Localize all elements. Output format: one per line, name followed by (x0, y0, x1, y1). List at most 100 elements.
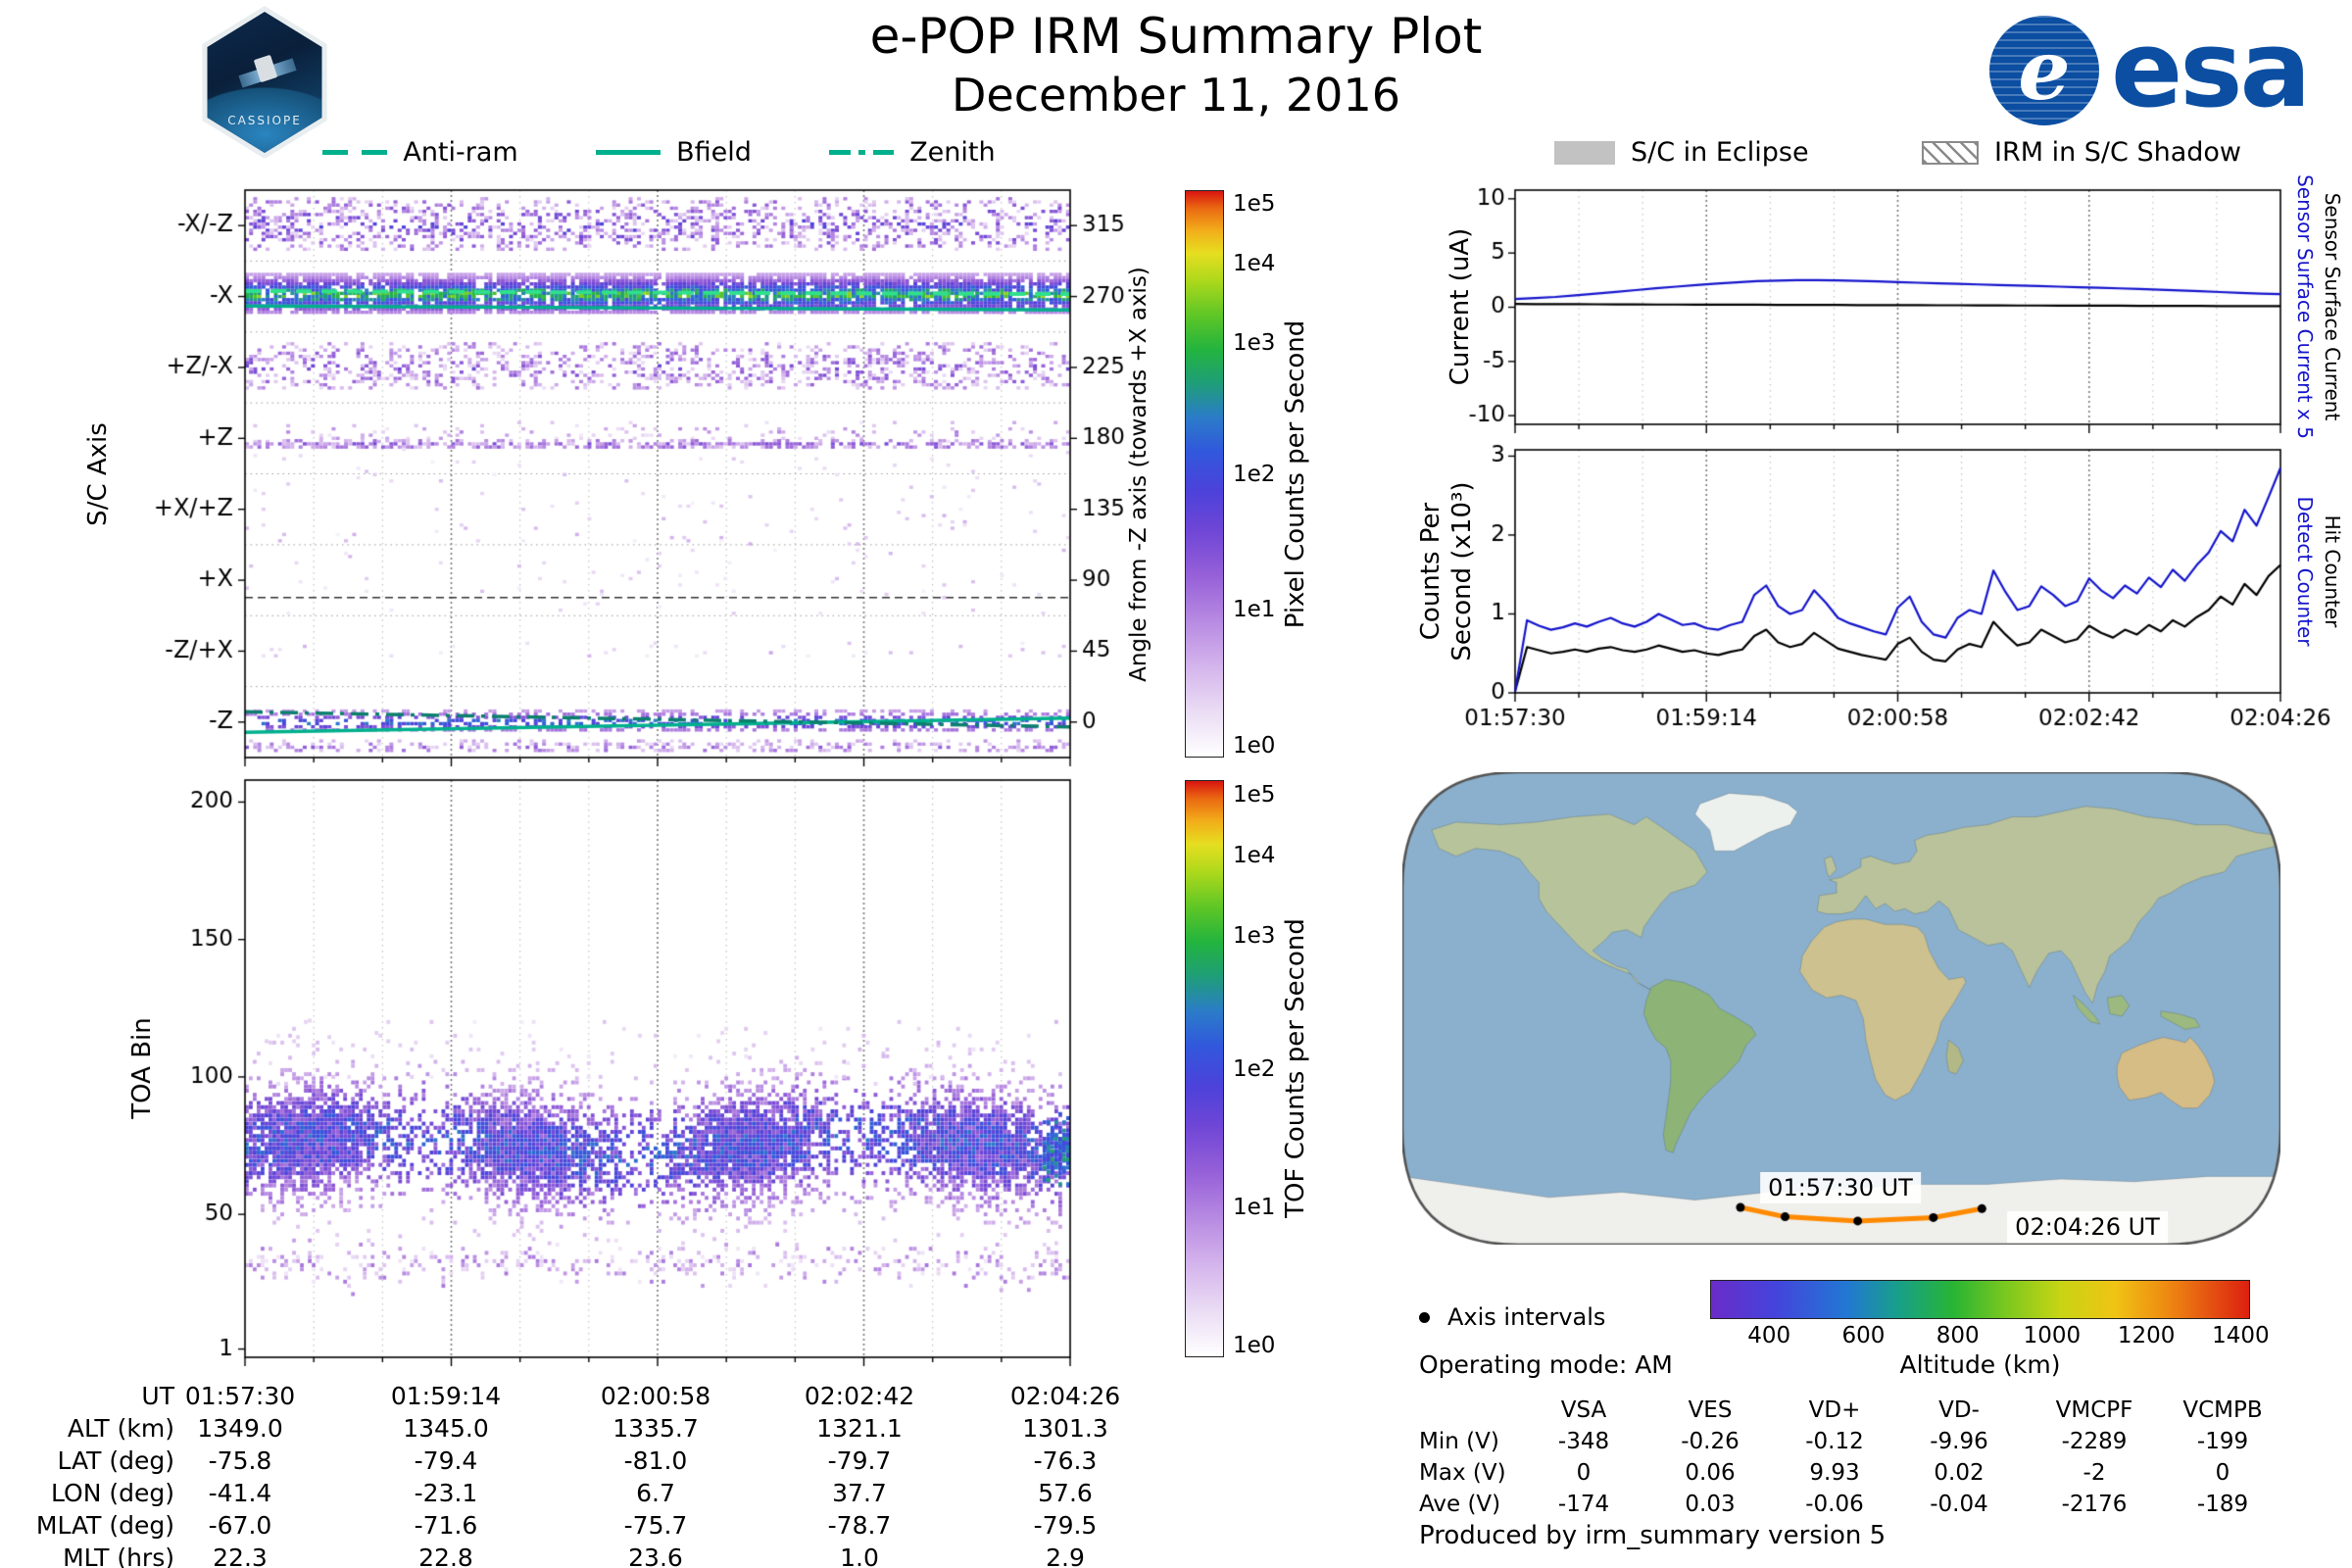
ephemeris-row-label: UT (141, 1382, 174, 1410)
colorbar-tick-label: 1e2 (1233, 1055, 1276, 1082)
ephemeris-cell: -71.6 (414, 1511, 478, 1540)
ephemeris-cell: 1335.7 (612, 1414, 699, 1443)
ephemeris-cell: -79.5 (1033, 1511, 1098, 1540)
ephemeris-cell: -81.0 (623, 1446, 688, 1475)
tof-colorbar-label: TOF Counts per Second (1281, 918, 1310, 1218)
toa-bin-label: TOA Bin (127, 1017, 157, 1119)
voltage-cell: -2 (2082, 1460, 2106, 1486)
ephemeris-cell: 02:00:58 (600, 1382, 711, 1410)
voltage-cell: 0 (1576, 1460, 1592, 1486)
voltage-row-label: Max (V) (1419, 1460, 1506, 1486)
voltage-cell: -189 (2196, 1492, 2249, 1517)
tof-colorbar (1185, 780, 1224, 1357)
esa-wordmark: esa (2111, 9, 2311, 131)
colorbar-tick-label: 1e0 (1233, 1333, 1276, 1359)
altitude-colorbar (1710, 1280, 2250, 1319)
cassiope-patch-art: CASSIOPE (207, 12, 322, 153)
produced-by: Produced by irm_summary version 5 (1419, 1521, 1886, 1550)
ephemeris-cell: 6.7 (636, 1479, 675, 1507)
bfield-line-swatch (596, 150, 662, 155)
sc-axis-label: S/C Axis (83, 422, 113, 526)
voltage-cell: -9.96 (1930, 1429, 1988, 1454)
ephemeris-cell: -79.4 (414, 1446, 478, 1475)
altitude-tick-label: 1200 (2117, 1323, 2176, 1348)
ephemeris-cell: -76.3 (1033, 1446, 1098, 1475)
page-subtitle: December 11, 2016 (951, 69, 1400, 122)
counts-axis-label: Counts Per Second (x10³) (1415, 481, 1478, 661)
altitude-tick-label: 1000 (2023, 1323, 2082, 1348)
toa-spectrogram (118, 755, 1127, 1401)
current-axis-label: Current (uA) (1446, 227, 1475, 386)
ephemeris-cell: 1349.0 (197, 1414, 283, 1443)
ephemeris-cell: 57.6 (1038, 1479, 1093, 1507)
cassiope-mission-patch-icon: CASSIOPE (202, 6, 327, 159)
voltage-cell: 9.93 (1809, 1460, 1860, 1486)
voltage-cell: -2176 (2061, 1492, 2128, 1517)
voltage-column-header: VSA (1560, 1397, 1607, 1423)
shadow-hatch-swatch (1921, 140, 1979, 165)
voltage-cell: 0 (2215, 1460, 2230, 1486)
ephemeris-cell: 2.9 (1046, 1544, 1085, 1568)
ephemeris-row-label: MLAT (deg) (35, 1511, 174, 1540)
colorbar-tick-label: 1e1 (1233, 1194, 1276, 1220)
voltage-column-header: VD+ (1808, 1397, 1861, 1423)
altitude-colorbar-label: Altitude (km) (1899, 1350, 2061, 1379)
ephemeris-cell: 1.0 (840, 1544, 879, 1568)
ephemeris-cell: 37.7 (832, 1479, 887, 1507)
ephemeris-cell: 1321.1 (816, 1414, 903, 1443)
colorbar-tick-label: 1e5 (1233, 781, 1276, 808)
colorbar-tick-label: 1e3 (1233, 330, 1276, 357)
ephemeris-cell: 22.3 (213, 1544, 268, 1568)
hit-counter-label: Hit Counter (2321, 514, 2344, 628)
ephemeris-cell: -67.0 (208, 1511, 272, 1540)
counts-axis-label-line2: Second (x10³) (1447, 481, 1477, 662)
ephemeris-cell: 22.8 (418, 1544, 473, 1568)
title-block: e-POP IRM Summary Plot December 11, 2016 (686, 8, 1666, 122)
voltage-column-header: VCMPB (2182, 1397, 2263, 1423)
voltage-cell: -199 (2196, 1429, 2249, 1454)
operating-mode: Operating mode: AM (1419, 1350, 1673, 1379)
colorbar-tick-label: 1e5 (1233, 191, 1276, 218)
axis-interval-dot-icon (1419, 1311, 1430, 1323)
ephemeris-row-label: LON (deg) (51, 1479, 174, 1507)
axis-intervals-label: Axis intervals (1447, 1303, 1606, 1331)
colorbar-tick-label: 1e0 (1233, 733, 1276, 760)
voltage-cell: 0.02 (1934, 1460, 1984, 1486)
ephemeris-cell: 02:04:26 (1009, 1382, 1121, 1410)
ephemeris-cell: -23.1 (414, 1479, 478, 1507)
axis-intervals-legend: Axis intervals (1419, 1303, 1605, 1331)
zenith-line-swatch (829, 150, 895, 155)
eclipse-swatch (1554, 140, 1615, 165)
ephemeris-cell: -78.7 (827, 1511, 892, 1540)
ephemeris-cell: -79.7 (827, 1446, 892, 1475)
ephemeris-cell: 02:02:42 (804, 1382, 915, 1410)
colorbar-tick-label: 1e1 (1233, 597, 1276, 623)
voltage-cell: -348 (1557, 1429, 1610, 1454)
voltage-column-header: VMCPF (2055, 1397, 2133, 1423)
altitude-tick-label: 1400 (2212, 1323, 2270, 1348)
colorbar-tick-label: 1e4 (1233, 251, 1276, 277)
colorbar-tick-label: 1e4 (1233, 842, 1276, 868)
ephemeris-cell: -75.7 (623, 1511, 688, 1540)
ephemeris-row-label: MLT (hrs) (63, 1544, 174, 1568)
track-start-label: 01:57:30 UT (1760, 1172, 1921, 1203)
page-title: e-POP IRM Summary Plot (869, 8, 1483, 65)
sensor-current-x5-label: Sensor Surface Current x 5 (2293, 174, 2317, 439)
ephemeris-cell: 1301.3 (1022, 1414, 1108, 1443)
voltage-cell: 0.03 (1685, 1492, 1736, 1517)
voltage-cell: -174 (1557, 1492, 1610, 1517)
angle-axis-label: Angle from -Z axis (towards +X axis) (1126, 267, 1152, 682)
voltage-cell: -2289 (2061, 1429, 2128, 1454)
esa-e-glyph: e (2018, 22, 2071, 119)
voltage-cell: 0.06 (1685, 1460, 1736, 1486)
colorbar-tick-label: 1e3 (1233, 923, 1276, 950)
esa-logo-icon: e (1989, 16, 2099, 125)
counts-axis-label-line1: Counts Per (1416, 502, 1446, 641)
voltage-cell: -0.12 (1805, 1429, 1864, 1454)
ground-track-map (1402, 772, 2280, 1245)
ephemeris-cell: 23.6 (628, 1544, 683, 1568)
voltage-row-label: Min (V) (1419, 1429, 1499, 1454)
voltage-cell: -0.06 (1805, 1492, 1864, 1517)
voltage-column-header: VES (1688, 1397, 1733, 1423)
pixel-colorbar (1185, 190, 1224, 758)
